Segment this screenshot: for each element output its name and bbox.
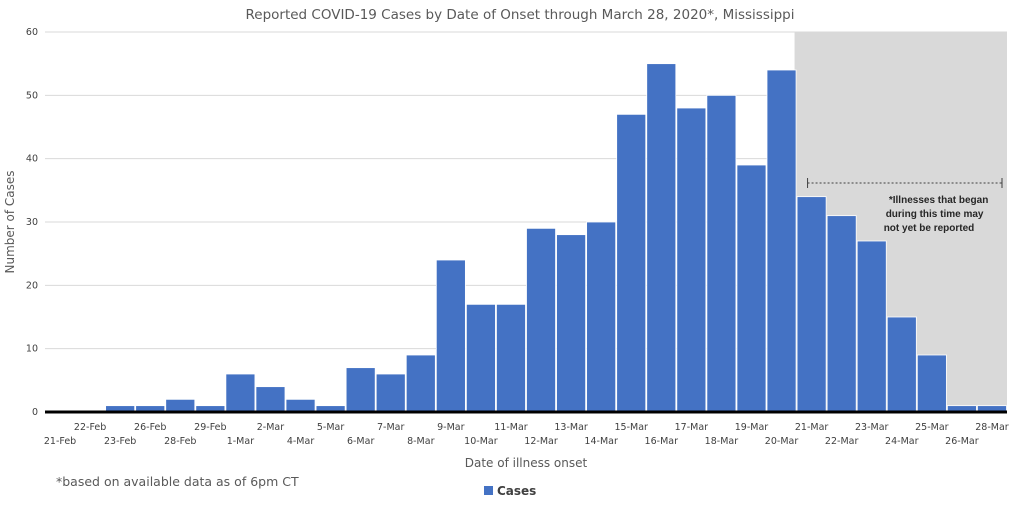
y-tick-label: 20 [26,280,38,291]
x-tick-label: 6-Mar [347,436,374,447]
y-tick-label: 0 [32,407,38,418]
annotation-bracket [807,178,1003,188]
chart-title: Reported COVID-19 Cases by Date of Onset… [245,7,794,23]
x-tick-label: 17-Mar [675,422,709,433]
bar [886,316,917,413]
x-tick-label: 28-Feb [164,436,196,447]
x-tick-label: 7-Mar [377,422,404,433]
y-tick-label: 50 [26,90,38,101]
bar [465,303,496,413]
x-tick-label: 28-Mar [975,422,1009,433]
bar [165,398,196,413]
footnote: *based on available data as of 6pm CT [56,474,299,489]
x-tick-label: 11-Mar [494,422,528,433]
bar [766,69,797,413]
x-tick-label: 19-Mar [735,422,769,433]
bar [616,113,647,413]
x-tick-label: 25-Mar [915,422,949,433]
annotation-text: *Illnesses that began during this time m… [884,195,991,234]
bar [375,373,406,413]
legend-swatch [484,486,493,495]
x-tick-label: 24-Mar [885,436,919,447]
bar [405,354,436,413]
bar [255,386,286,413]
x-axis-ticks: 21-Feb 22-Feb 23-Feb 26-Feb 28-Feb 29-Feb1-Ma… [44,422,1009,447]
x-tick-label: 2-Mar [257,422,284,433]
x-tick-label: 23-Feb [104,436,136,447]
x-tick-label: 26-Mar [945,436,979,447]
bar [706,94,737,413]
bar [345,367,376,413]
bar [526,227,556,413]
y-tick-label: 60 [26,27,38,38]
x-tick-label: 20-Mar [765,436,799,447]
x-tick-label: 29-Feb [194,422,226,433]
x-tick-label: 14-Mar [584,436,618,447]
x-tick-label: 4-Mar [287,436,314,447]
x-tick-label: 21-Mar [795,422,829,433]
bar [736,164,767,413]
x-tick-label: 21-Feb [44,436,76,447]
x-tick-label: 12-Mar [524,436,558,447]
x-tick-label: 5-Mar [317,422,344,433]
bar [826,215,857,413]
bar [856,240,887,413]
bar [586,221,617,413]
bar [496,303,526,413]
bar [646,63,677,413]
x-tick-label: 10-Mar [464,436,498,447]
y-tick-label: 30 [26,217,38,228]
x-tick-label: 22-Mar [825,436,859,447]
y-tick-label: 10 [26,344,38,355]
x-tick-label: 23-Mar [855,422,889,433]
y-axis-ticks: 0 10 20 30 40 50 60 [26,27,38,418]
y-tick-label: 40 [26,154,38,165]
y-axis-title: Number of Cases [3,170,17,273]
x-tick-label: 13-Mar [554,422,588,433]
x-tick-label: 1-Mar [227,436,254,447]
x-tick-label: 8-Mar [407,436,434,447]
x-tick-label: 15-Mar [614,422,648,433]
x-axis-title: Date of illness onset [465,456,588,470]
bar [676,107,707,413]
bar [285,398,316,413]
bar-series [105,63,1007,413]
x-tick-label: 22-Feb [74,422,106,433]
bar [435,259,466,413]
legend-label: Cases [497,484,536,498]
bar [916,354,947,413]
bar [225,373,256,413]
legend: Cases [484,484,536,498]
bar [556,234,587,413]
x-tick-label: 9-Mar [437,422,464,433]
x-tick-label: 26-Feb [134,422,166,433]
x-tick-label: 18-Mar [705,436,739,447]
bar [796,196,827,413]
x-tick-label: 16-Mar [645,436,679,447]
